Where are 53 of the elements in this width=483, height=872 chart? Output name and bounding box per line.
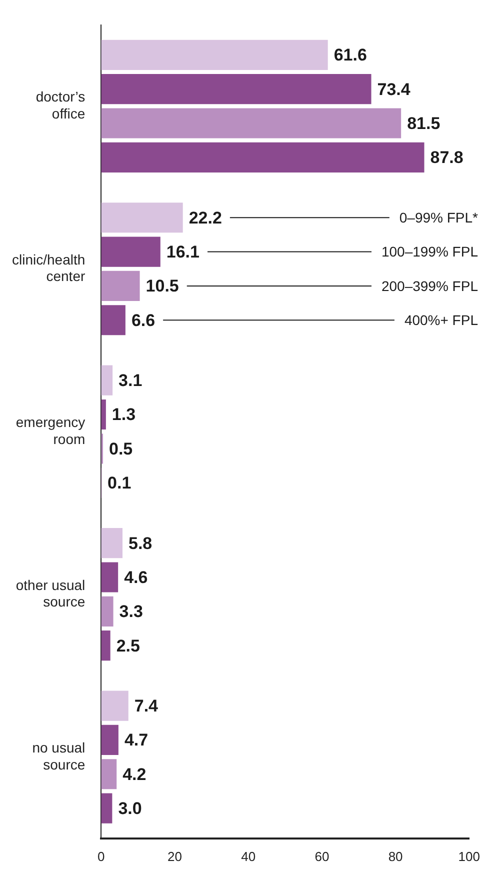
data-label: 5.8: [128, 534, 152, 553]
data-label: 73.4: [377, 80, 411, 99]
y-tick-label: no usual source: [32, 740, 86, 772]
text: 200–399% FPL: [381, 278, 478, 294]
bar: [101, 793, 112, 824]
data-label: 4.7: [124, 730, 148, 750]
y-tick-label: other usual source: [16, 576, 86, 610]
x-tick-label: 100: [458, 848, 480, 864]
data-label: 6.6: [131, 310, 156, 330]
bar: [101, 630, 110, 661]
bar: [101, 142, 424, 172]
text: 100–199% FPL: [381, 244, 478, 260]
data-label: 61.6: [334, 46, 367, 65]
x-tick-label: 40: [241, 848, 256, 864]
data-label: 10.5: [146, 276, 179, 296]
bar: [101, 759, 117, 790]
bar: [101, 365, 113, 396]
data-label: 1.3: [112, 405, 136, 424]
data-label: 16.1: [166, 242, 200, 262]
x-tick-label: 0: [98, 848, 105, 864]
data-label: 22.2: [188, 208, 222, 228]
data-label: 7.4: [134, 696, 159, 716]
y-tick-label: doctor’s office: [36, 88, 86, 122]
bar: [101, 108, 402, 138]
data-label: 81.5: [407, 114, 440, 133]
data-label: 3.3: [119, 602, 143, 622]
data-label: 0.5: [108, 439, 133, 458]
bar: [101, 305, 126, 336]
bar: [101, 270, 140, 301]
x-tick-label: 20: [168, 848, 182, 864]
bar: [101, 596, 114, 626]
data-label: 3.1: [118, 371, 142, 390]
bar: [101, 528, 122, 558]
data-label: 87.8: [430, 148, 464, 168]
x-tick-label: 80: [388, 848, 403, 864]
text: 0–99% FPL*: [399, 209, 479, 226]
data-label: 4.2: [122, 764, 146, 784]
bar: [101, 562, 118, 592]
data-label: 0.1: [108, 474, 132, 493]
x-tick-label: 60: [314, 848, 330, 864]
bar: [101, 40, 328, 70]
data-label: 3.0: [118, 798, 142, 818]
text: 400%+ FPL: [404, 312, 478, 328]
y-tick-label: clinic/health center: [12, 251, 86, 284]
bar: [101, 690, 128, 721]
bar: [101, 724, 118, 755]
bar: [101, 236, 160, 267]
bar: [101, 74, 372, 104]
bar: [101, 202, 183, 233]
data-label: 4.6: [124, 568, 148, 587]
data-label: 2.5: [116, 636, 140, 656]
bar: [101, 399, 106, 430]
y-tick-label: emergency room: [16, 414, 86, 447]
